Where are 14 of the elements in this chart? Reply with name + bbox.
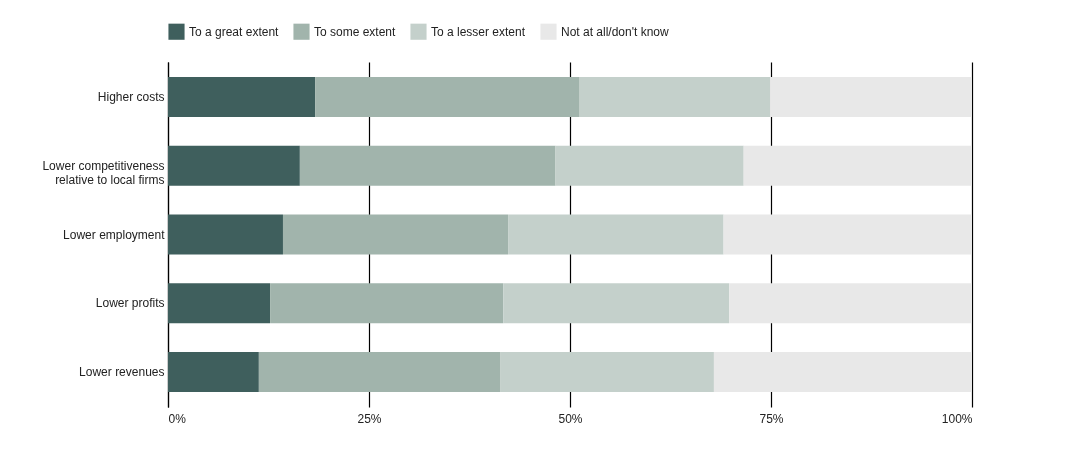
legend-label: To a great extent bbox=[189, 24, 280, 39]
y-tick-label: Lower profits bbox=[95, 296, 165, 311]
y-tick-label: Lower competitiveness relative to local firms bbox=[42, 158, 165, 187]
x-tick-label: 75% bbox=[759, 411, 784, 426]
x-tick-label: 50% bbox=[558, 411, 583, 426]
y-tick-label: Lower employment bbox=[63, 227, 166, 242]
x-tick-label: 25% bbox=[357, 411, 382, 426]
legend-label: Not at all/don't know bbox=[561, 24, 670, 39]
y-tick-label: Lower revenues bbox=[79, 364, 165, 379]
y-tick-label: Higher costs bbox=[97, 90, 165, 105]
x-tick-label: 100% bbox=[941, 411, 973, 426]
x-tick-label: 0% bbox=[168, 411, 187, 426]
legend-label: To a lesser extent bbox=[431, 24, 526, 39]
legend-label: To some extent bbox=[314, 24, 397, 39]
